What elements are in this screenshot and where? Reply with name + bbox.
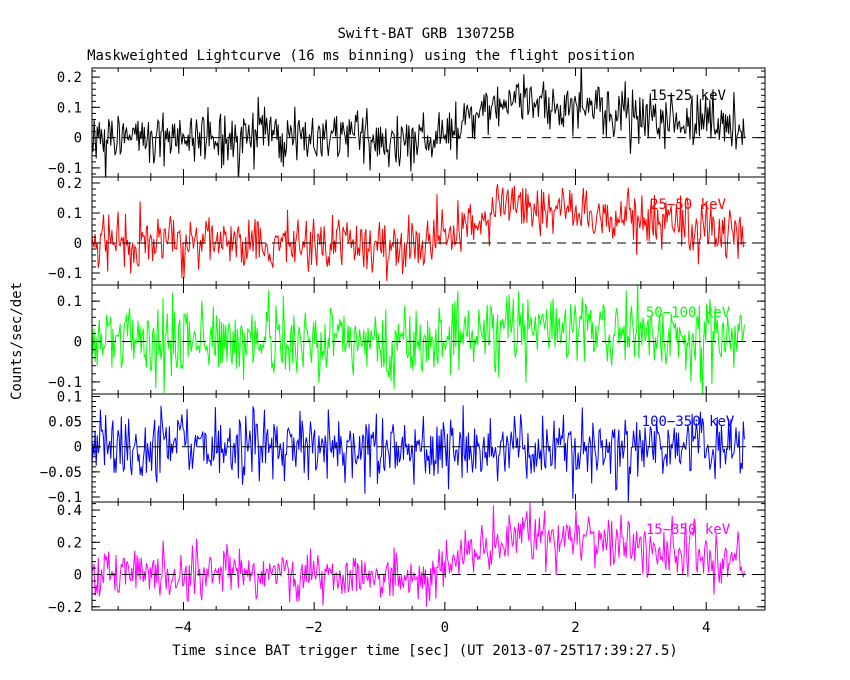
- y-tick-label: 0.1: [57, 294, 82, 310]
- y-tick-label: 0: [74, 236, 82, 252]
- x-axis-label: Time since BAT trigger time [sec] (UT 20…: [172, 643, 678, 659]
- y-tick-label: 0.4: [57, 503, 82, 519]
- panel-0: −0.1 0 0.1 0.2 15−25 keV: [48, 67, 766, 178]
- series-line-3: [92, 405, 745, 502]
- x-tick-label: −4: [175, 620, 192, 636]
- y-tick-label: −0.05: [40, 465, 82, 481]
- y-tick-label: 0: [74, 440, 82, 456]
- panel-frame-4: [91, 501, 766, 611]
- y-tick-label: 0.05: [48, 415, 82, 431]
- y-tick-label: 0: [74, 131, 82, 147]
- series-line-4: [92, 502, 745, 607]
- y-tick-label: −0.1: [48, 161, 82, 177]
- y-tick-label: −0.1: [48, 266, 82, 282]
- x-tick-label: 0: [441, 620, 449, 636]
- band-label-0: 15−25 keV: [650, 88, 726, 104]
- series-line-2: [92, 285, 745, 394]
- panel-1: −0.1 0 0.1 0.2 25−50 keV: [48, 176, 766, 286]
- band-label-3: 100−350 keV: [642, 414, 735, 430]
- y-tick-label: 0.1: [57, 206, 82, 222]
- y-tick-label: 0: [74, 568, 82, 584]
- y-tick-label: −0.1: [48, 490, 82, 506]
- panel-4: −0.2 0 0.2 0.4 15−350 keV: [48, 501, 766, 616]
- x-tick-label: 2: [571, 620, 579, 636]
- band-label-4: 15−350 keV: [646, 522, 731, 538]
- y-tick-label: 0: [74, 335, 82, 351]
- y-tick-label: −0.2: [48, 600, 82, 616]
- band-label-2: 50−100 keV: [646, 305, 731, 321]
- y-tick-label: 0.2: [57, 535, 82, 551]
- x-tick-label: −2: [306, 620, 323, 636]
- y-tick-label: 0.2: [57, 176, 82, 192]
- chart-subtitle: Maskweighted Lightcurve (16 ms binning) …: [87, 48, 635, 64]
- y-axis-label: Counts/sec/det: [9, 282, 25, 400]
- y-tick-label: −0.1: [48, 375, 82, 391]
- chart-title: Swift-BAT GRB 130725B: [337, 26, 514, 42]
- y-tick-label: 0.2: [57, 70, 82, 86]
- series-line-1: [92, 183, 745, 282]
- panels-group: −0.1 0 0.1 0.2 15−25 keV −0.1 0 0.1 0.2 25−50 keV…: [40, 67, 766, 636]
- panel-frame-3: [91, 393, 766, 503]
- x-tick-label: 4: [702, 620, 710, 636]
- y-tick-label: 0.1: [57, 100, 82, 116]
- panel-2: −0.1 0 0.1 50−100 keV: [48, 284, 766, 395]
- band-label-1: 25−50 keV: [650, 197, 726, 213]
- panel-3: −0.1 −0.05 0 0.05 0.1 100−350 keV: [40, 390, 766, 506]
- y-tick-label: 0.1: [57, 390, 82, 406]
- series-line-0: [92, 68, 745, 177]
